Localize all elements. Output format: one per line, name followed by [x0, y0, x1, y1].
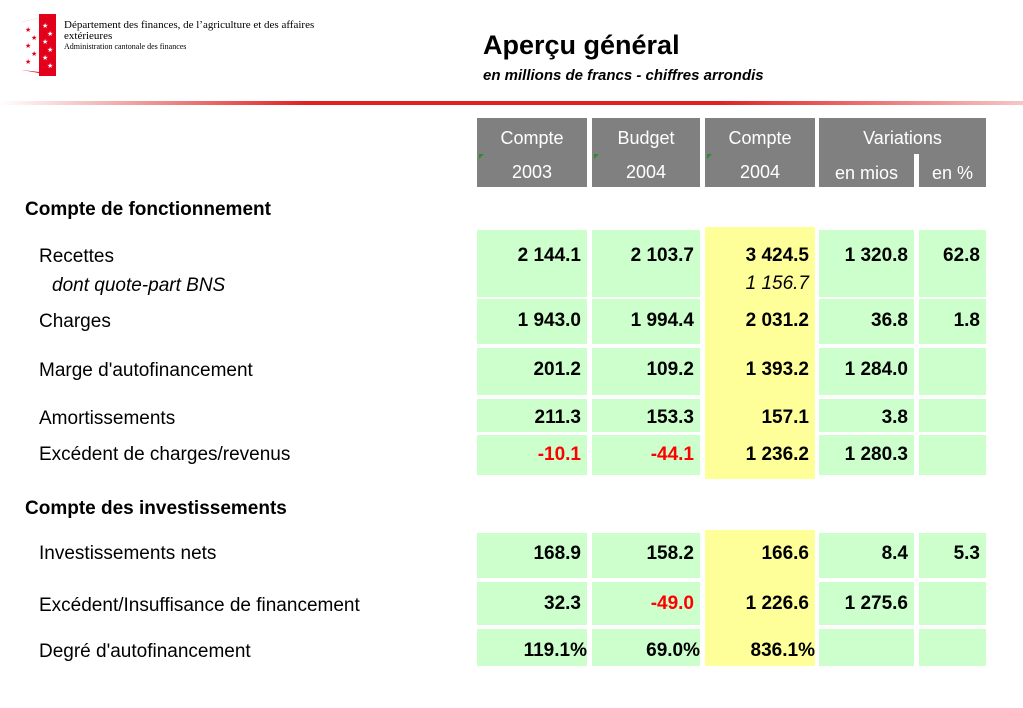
cell-var-mios: 1 275.6 — [819, 582, 914, 625]
department-name: Département des finances, de l’agricultu… — [64, 19, 315, 42]
cell-compte-2004: 1 226.6 — [745, 593, 809, 614]
row-label-excedent-financement: Excédent/Insuffisance de financement — [39, 595, 360, 616]
cell-var-mios: 3.8 — [819, 399, 914, 432]
col-header-var-pct: en % — [931, 163, 974, 183]
cell-var-pct — [919, 348, 986, 395]
col-header-compte-2004: Compte 2004 — [705, 118, 815, 187]
cell-compte-2004: 3 424.5 — [745, 245, 809, 266]
canton-logo: ★ ★ ★ ★ ★ ★ ★ ★ ★ ★ ★ — [22, 14, 56, 76]
svg-text:★: ★ — [47, 30, 53, 38]
svg-text:★: ★ — [47, 46, 53, 54]
section-title-investissements: Compte des investissements — [25, 498, 287, 519]
col-header-top: Compte — [728, 128, 792, 148]
svg-text:★: ★ — [25, 58, 31, 66]
col-header-bottom: 2004 — [625, 162, 667, 182]
cell-compte-2004: 157.1 — [761, 407, 809, 428]
cell-compte-2003: 211.3 — [477, 399, 587, 432]
cell-var-mios: 1 320.8 — [819, 230, 914, 297]
col-header-variations: Variations — [819, 118, 986, 187]
cell-var-mios: 1 280.3 — [819, 435, 914, 475]
cell-var-mios: 8.4 — [819, 533, 914, 578]
cell-budget-2004: 153.3 — [592, 399, 700, 432]
svg-text:★: ★ — [42, 38, 48, 46]
row-label-charges: Charges — [39, 311, 111, 332]
svg-text:★: ★ — [25, 42, 31, 50]
cell-compte-2003: 2 144.1 — [477, 230, 587, 297]
variations-divider — [914, 154, 919, 187]
svg-text:★: ★ — [31, 50, 37, 58]
svg-text:★: ★ — [25, 26, 31, 34]
col-header-var-mios: en mios — [834, 163, 899, 183]
cell-budget-2004: 1 994.4 — [592, 299, 700, 344]
svg-text:★: ★ — [47, 62, 53, 70]
cell-budget-2004: 2 103.7 — [592, 230, 700, 297]
cell-var-pct: 1.8 — [919, 299, 986, 344]
cell-marker — [594, 154, 599, 159]
cell-var-mios: 1 284.0 — [819, 348, 914, 395]
col-header-bottom: 2003 — [511, 162, 553, 182]
cell-var-mios: 36.8 — [819, 299, 914, 344]
cell-var-mios — [819, 629, 914, 666]
cell-compte-2003: 32.3 — [477, 582, 587, 625]
cell-compte-2003: 201.2 — [477, 348, 587, 395]
row-sublabel-quote-part-bns: dont quote-part BNS — [52, 275, 226, 296]
highlight-column-compte-2004 — [705, 530, 815, 666]
cell-compte-2004: 836.1% — [750, 640, 815, 661]
cell-marker — [707, 154, 712, 159]
row-label-marge: Marge d'autofinancement — [39, 360, 253, 381]
svg-text:★: ★ — [31, 34, 37, 42]
cell-compte-2003: -10.1 — [477, 435, 587, 475]
col-header-budget-2004: Budget 2004 — [592, 118, 700, 187]
col-header-top: Variations — [863, 128, 942, 148]
cell-compte-2004: 166.6 — [761, 543, 809, 564]
page-title: Aperçu général — [483, 30, 680, 60]
cell-var-pct — [919, 582, 986, 625]
row-label-investissements-nets: Investissements nets — [39, 543, 217, 564]
cell-var-pct: 62.8 — [919, 230, 986, 297]
row-label-amortissements: Amortissements — [39, 408, 176, 429]
cell-compte-2003: 168.9 — [477, 533, 587, 578]
svg-text:★: ★ — [42, 54, 48, 62]
cell-budget-2004: 158.2 — [592, 533, 700, 578]
cell-var-pct — [919, 399, 986, 432]
row-label-recettes: Recettes — [39, 246, 114, 267]
cell-compte-2004: 2 031.2 — [745, 310, 809, 331]
administration-name: Administration cantonale des finances — [64, 42, 187, 51]
cell-compte-2004: 1 393.2 — [745, 359, 809, 380]
cell-var-pct — [919, 629, 986, 666]
cell-compte-2004: 1 236.2 — [745, 444, 809, 465]
cell-budget-2004: 109.2 — [592, 348, 700, 395]
cell-budget-2004: -49.0 — [592, 582, 700, 625]
cell-var-pct — [919, 435, 986, 475]
row-label-excedent-charges: Excédent de charges/revenus — [39, 444, 291, 465]
cell-budget-2004: 69.0% — [592, 629, 700, 666]
cell-compte-2003: 119.1% — [477, 629, 587, 666]
header-divider — [0, 101, 1023, 105]
section-title-fonctionnement: Compte de fonctionnement — [25, 199, 271, 220]
cell-marker — [479, 154, 484, 159]
row-label-degre-autofinancement: Degré d'autofinancement — [39, 641, 251, 662]
cell-compte-2004-sub: 1 156.7 — [745, 273, 809, 294]
col-header-top: Compte — [500, 128, 564, 148]
cell-var-pct: 5.3 — [919, 533, 986, 578]
cell-budget-2004: -44.1 — [592, 435, 700, 475]
svg-text:★: ★ — [42, 22, 48, 30]
cell-compte-2003: 1 943.0 — [477, 299, 587, 344]
col-header-top: Budget — [617, 128, 675, 148]
col-header-bottom: 2004 — [739, 162, 781, 182]
highlight-column-compte-2004 — [705, 227, 815, 479]
col-header-compte-2003: Compte 2003 — [477, 118, 587, 187]
page-subtitle: en millions de francs - chiffres arrondi… — [483, 67, 764, 84]
